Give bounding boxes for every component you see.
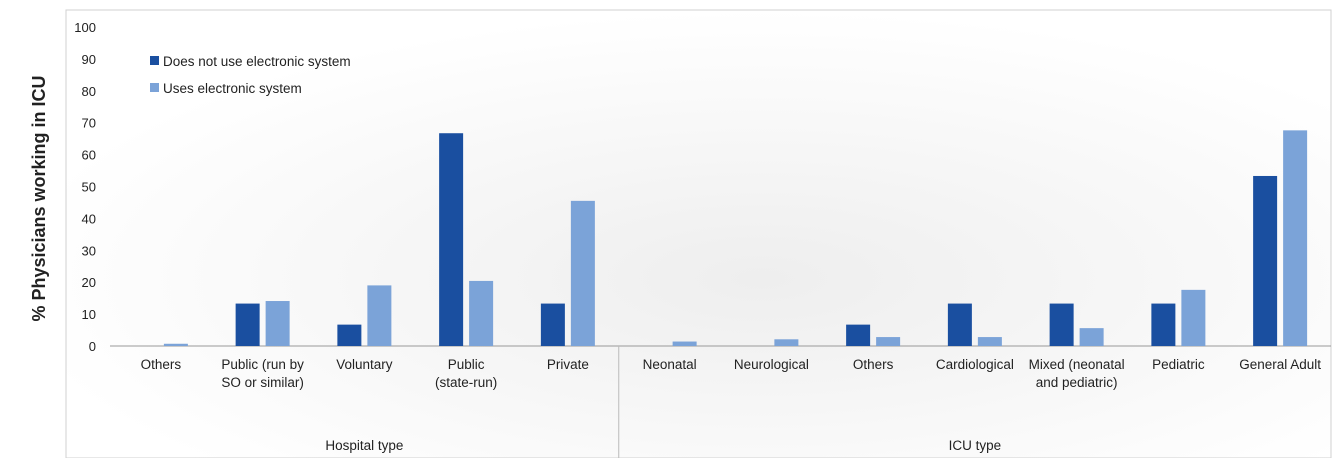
y-tick-label: 30 [82, 243, 96, 258]
bar [1049, 303, 1074, 346]
y-tick-label: 80 [82, 84, 96, 99]
bar [540, 303, 565, 346]
y-tick-label: 100 [74, 20, 96, 35]
bar [672, 341, 697, 346]
bar [163, 343, 188, 346]
legend-label: Does not use electronic system [163, 54, 351, 69]
y-tick-label: 0 [89, 339, 96, 354]
bar [1181, 289, 1206, 346]
bar [1283, 130, 1308, 346]
bar [846, 324, 871, 346]
bars [163, 130, 1308, 346]
x-tick-label: and pediatric) [1036, 375, 1118, 390]
x-tick-label: Pediatric [1152, 357, 1205, 372]
y-tick-label: 70 [82, 116, 96, 131]
axes [110, 345, 1331, 458]
bar [876, 337, 901, 346]
x-tick-label: Private [547, 357, 589, 372]
x-tick-label: Voluntary [336, 357, 393, 372]
group-label: Hospital type [325, 438, 403, 453]
x-tick-label: Neonatal [643, 357, 697, 372]
bar [947, 303, 972, 346]
x-tick-label: Public (run by [221, 357, 304, 372]
y-axis-ticks: 0 10 20 30 40 50 60 70 80 90 100 [74, 20, 96, 354]
legend: Does not use electronic system Uses elect… [150, 54, 351, 96]
bar [235, 303, 260, 346]
y-tick-label: 20 [82, 275, 96, 290]
y-tick-label: 50 [82, 180, 96, 195]
bar [774, 339, 799, 346]
x-tick-label: Cardiological [936, 357, 1014, 372]
y-tick-label: 40 [82, 211, 96, 226]
y-tick-label: 60 [82, 148, 96, 163]
legend-swatch [150, 83, 159, 92]
legend-label: Uses electronic system [163, 81, 302, 96]
bar [1079, 328, 1104, 346]
x-tick-label: Others [853, 357, 894, 372]
bar [1253, 175, 1278, 346]
plot-background [65, 9, 1332, 458]
group-label: ICU type [949, 438, 1002, 453]
category-labels: Others Public (run by SO or similar) Volunt… [141, 357, 1322, 390]
bar [367, 285, 392, 346]
bar [570, 200, 595, 346]
legend-swatch [150, 56, 159, 65]
y-axis-label: % Physicians working in ICU [29, 75, 49, 321]
y-tick-label: 90 [82, 52, 96, 67]
y-tick-label: 10 [82, 307, 96, 322]
x-tick-label: General Adult [1239, 357, 1321, 372]
bar [439, 133, 464, 346]
bar [977, 337, 1002, 346]
x-tick-label: Others [141, 357, 182, 372]
bar [469, 280, 494, 346]
x-tick-label: (state-run) [435, 375, 497, 390]
x-tick-label: Neurological [734, 357, 809, 372]
bar [337, 324, 362, 346]
y-axis-title: % Physicians working in ICU [29, 75, 49, 321]
bar [265, 301, 290, 346]
bar [1151, 303, 1176, 346]
group-labels: Hospital type ICU type [325, 438, 1001, 453]
x-tick-label: Public [448, 357, 485, 372]
x-tick-label: Mixed (neonatal [1029, 357, 1125, 372]
x-tick-label: SO or similar) [221, 375, 304, 390]
